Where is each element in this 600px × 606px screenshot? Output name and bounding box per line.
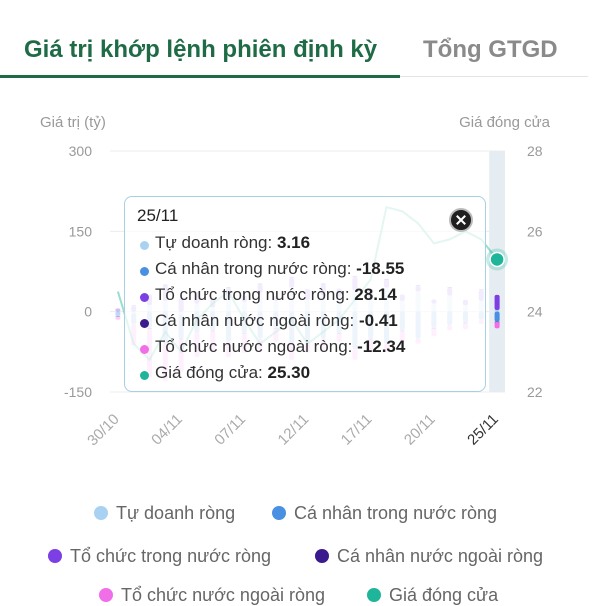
x-tick-label: 04/11	[148, 411, 186, 449]
x-tick-label: 25/11	[464, 411, 502, 449]
tooltip-date: 25/11	[137, 206, 179, 225]
tooltip-row: Giá đóng cửa: 25.30	[155, 363, 311, 382]
y2-tick-label: 26	[527, 223, 543, 239]
active-tab-indicator	[0, 75, 400, 78]
tab-divider	[400, 76, 588, 77]
bar	[115, 311, 121, 316]
tooltip-row: Tổ chức trong nước ròng: 28.14	[155, 285, 397, 304]
x-tick-label: 30/10	[84, 411, 123, 450]
tooltip-close-icon[interactable]	[449, 208, 473, 232]
bar	[115, 308, 121, 312]
y-axis-left-title: Giá trị (tỷ)	[40, 114, 106, 131]
y-tick-label: 300	[69, 143, 93, 159]
legend-swatch	[94, 506, 108, 520]
y-tick-label: -150	[64, 384, 92, 400]
y-tick-label: 0	[84, 304, 92, 320]
bar	[494, 294, 500, 310]
tooltip-dot	[140, 371, 149, 380]
bar	[494, 321, 500, 329]
y2-tick-label: 22	[527, 384, 543, 400]
tooltip-row: Tổ chức nước ngoài ròng: -12.34	[155, 337, 406, 356]
legend-swatch	[48, 549, 62, 563]
tooltip-dot	[140, 267, 149, 276]
legend-swatch	[367, 588, 381, 602]
legend-swatch	[99, 588, 113, 602]
bar	[115, 317, 121, 320]
tooltip-dot	[140, 319, 149, 328]
y-axis-right-title: Giá đóng cửa	[459, 114, 551, 131]
x-tick-label: 07/11	[211, 411, 249, 449]
tooltip-row: Tự doanh ròng: 3.16	[155, 233, 311, 252]
tab-matched-value[interactable]: Giá trị khớp lệnh phiên định kỳ	[24, 36, 378, 63]
y2-tick-label: 28	[527, 143, 543, 159]
legend-swatch	[315, 549, 329, 563]
tooltip: 25/11 Tự doanh ròng: 3.16 Cá nhân trong …	[124, 196, 486, 392]
tab-bar: Giá trị khớp lệnh phiên định kỳ Tổng GTG…	[0, 0, 600, 80]
legend-swatch	[272, 506, 286, 520]
tooltip-row: Cá nhân nước ngoài ròng: -0.41	[155, 311, 398, 330]
tooltip-row: Cá nhân trong nước ròng: -18.55	[155, 259, 405, 278]
bar	[115, 315, 121, 318]
tooltip-dot	[140, 241, 149, 250]
tab-total-value[interactable]: Tổng GTGD	[423, 36, 558, 63]
tooltip-dot	[140, 293, 149, 302]
x-tick-label: 20/11	[401, 411, 439, 449]
price-marker	[489, 251, 505, 268]
bar	[494, 311, 500, 322]
markers	[486, 248, 509, 271]
x-tick-label: 17/11	[338, 411, 376, 449]
x-tick-label: 12/11	[275, 411, 313, 449]
bar	[494, 309, 500, 312]
y-tick-label: 150	[69, 223, 93, 239]
tooltip-dot	[140, 345, 149, 354]
selected-day-highlight	[489, 151, 505, 392]
y2-tick-label: 24	[527, 304, 543, 320]
